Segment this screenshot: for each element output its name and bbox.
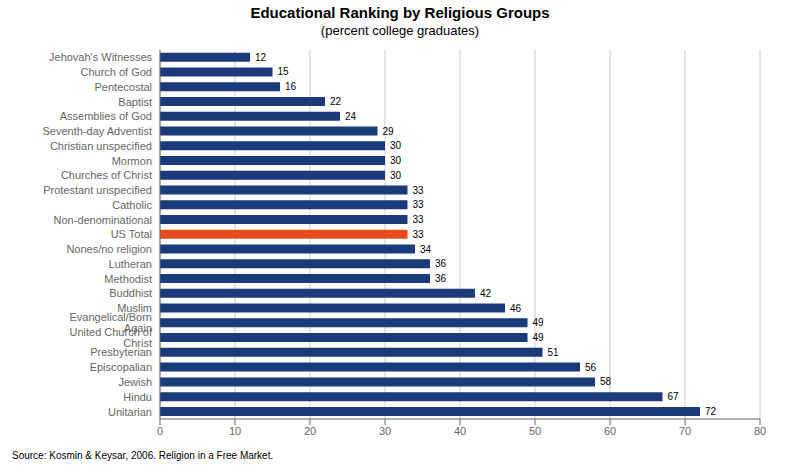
svg-text:Catholic: Catholic [112, 199, 152, 211]
svg-text:58: 58 [600, 376, 612, 387]
svg-text:Assemblies of God: Assemblies of God [60, 110, 152, 122]
svg-text:40: 40 [454, 425, 466, 437]
svg-text:50: 50 [529, 425, 541, 437]
svg-text:Seventh-day Adventist: Seventh-day Adventist [43, 125, 152, 137]
svg-text:15: 15 [278, 66, 290, 77]
svg-text:60: 60 [604, 425, 616, 437]
svg-text:30: 30 [379, 425, 391, 437]
svg-text:67: 67 [668, 391, 680, 402]
svg-text:56: 56 [585, 362, 597, 373]
svg-text:10: 10 [229, 425, 241, 437]
svg-text:49: 49 [533, 317, 545, 328]
svg-text:12: 12 [255, 52, 267, 63]
svg-text:Presbyterian: Presbyterian [90, 346, 152, 358]
svg-text:42: 42 [480, 288, 492, 299]
svg-text:Hindu: Hindu [123, 391, 152, 403]
svg-text:16: 16 [285, 81, 297, 92]
svg-text:Church of God: Church of God [80, 66, 152, 78]
svg-text:33: 33 [413, 214, 425, 225]
svg-text:49: 49 [533, 332, 545, 343]
svg-text:22: 22 [330, 96, 342, 107]
svg-text:Nones/no religion: Nones/no religion [66, 243, 152, 255]
svg-text:Buddhist: Buddhist [109, 287, 152, 299]
svg-text:36: 36 [435, 258, 447, 269]
svg-text:70: 70 [679, 425, 691, 437]
svg-text:Methodist: Methodist [104, 273, 152, 285]
svg-text:30: 30 [390, 140, 402, 151]
svg-text:Protestant unspecified: Protestant unspecified [43, 184, 152, 196]
svg-text:33: 33 [413, 199, 425, 210]
svg-text:Episcopalian: Episcopalian [90, 361, 152, 373]
svg-text:51: 51 [548, 347, 560, 358]
svg-text:Non-denominational: Non-denominational [54, 214, 152, 226]
svg-text:33: 33 [413, 229, 425, 240]
svg-text:80: 80 [754, 425, 766, 437]
svg-text:Jewish: Jewish [118, 376, 152, 388]
svg-text:Baptist: Baptist [118, 96, 152, 108]
svg-text:Unitarian: Unitarian [108, 406, 152, 418]
svg-text:30: 30 [390, 170, 402, 181]
svg-text:Christian unspecified: Christian unspecified [50, 140, 152, 152]
svg-text:46: 46 [510, 303, 522, 314]
svg-text:0: 0 [157, 425, 163, 437]
svg-text:20: 20 [304, 425, 316, 437]
svg-text:Lutheran: Lutheran [109, 258, 152, 270]
svg-text:Pentecostal: Pentecostal [95, 81, 152, 93]
svg-text:33: 33 [413, 185, 425, 196]
svg-text:30: 30 [390, 155, 402, 166]
svg-text:34: 34 [420, 244, 432, 255]
svg-text:Jehovah's Witnesses: Jehovah's Witnesses [49, 51, 152, 63]
svg-text:29: 29 [383, 126, 395, 137]
svg-text:Churches of Christ: Churches of Christ [61, 169, 152, 181]
svg-text:Mormon: Mormon [112, 155, 152, 167]
svg-text:24: 24 [345, 111, 357, 122]
svg-text:US Total: US Total [111, 228, 152, 240]
svg-text:72: 72 [705, 406, 717, 417]
svg-text:36: 36 [435, 273, 447, 284]
